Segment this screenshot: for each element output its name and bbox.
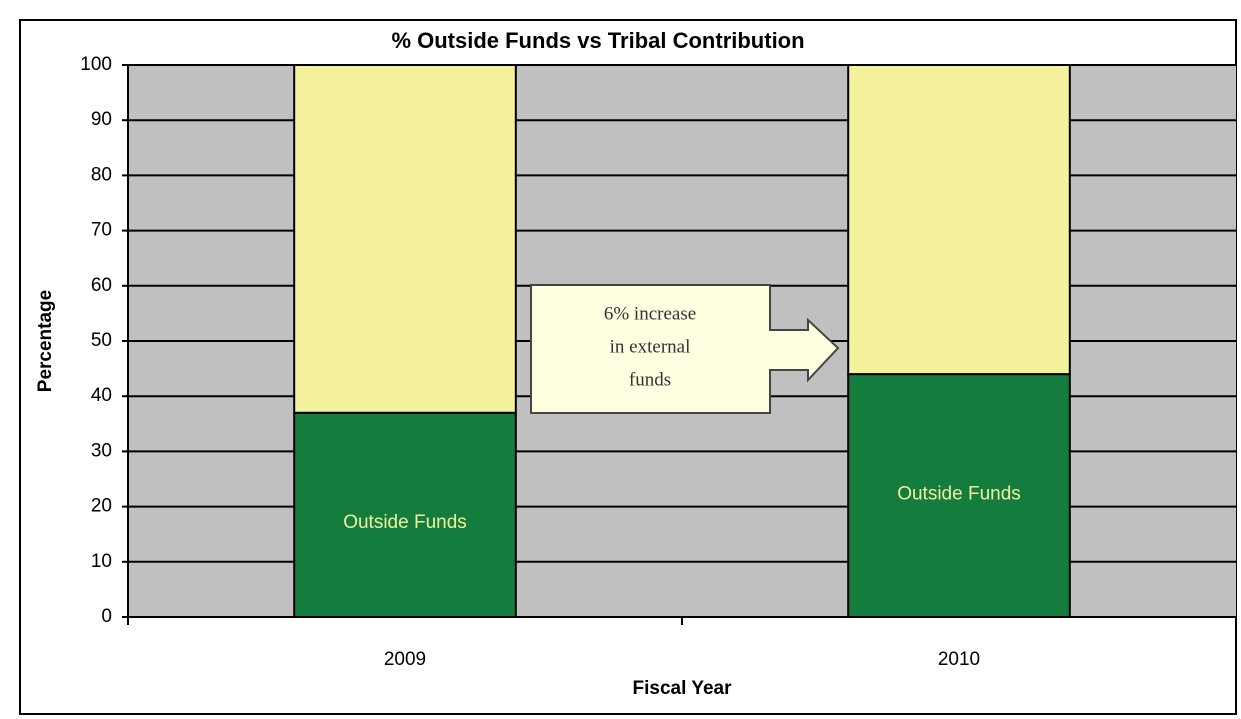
y-tick-label: 90 bbox=[91, 109, 112, 130]
annotation: in external bbox=[610, 336, 691, 357]
bar-segment bbox=[293, 411, 517, 619]
callout-arrow bbox=[530, 284, 840, 414]
bar-segment bbox=[293, 64, 517, 414]
annotation: 6% increase bbox=[604, 303, 696, 324]
bar-segment bbox=[847, 64, 1071, 376]
annotation: funds bbox=[629, 369, 671, 390]
segment-label: Outside Funds bbox=[897, 484, 1021, 505]
y-tick-label: 60 bbox=[91, 275, 112, 296]
y-tick-label: 10 bbox=[91, 551, 112, 572]
chart-title: % Outside Funds vs Tribal Contribution bbox=[391, 28, 804, 53]
y-tick-label: 0 bbox=[101, 606, 112, 627]
y-tick-label: 30 bbox=[91, 440, 112, 461]
y-tick-label: 50 bbox=[91, 330, 112, 351]
segment-label: Outside Funds bbox=[343, 512, 467, 533]
x-tick-label: 2009 bbox=[384, 649, 426, 670]
y-tick-label: 100 bbox=[80, 54, 112, 75]
y-tick-label: 70 bbox=[91, 220, 112, 241]
y-tick-label: 40 bbox=[91, 385, 112, 406]
y-axis-label: Percentage bbox=[35, 290, 56, 392]
y-tick-label: 20 bbox=[91, 496, 112, 517]
y-tick-label: 80 bbox=[91, 164, 112, 185]
x-axis-label: Fiscal Year bbox=[633, 678, 733, 699]
x-tick-label: 2010 bbox=[938, 649, 980, 670]
